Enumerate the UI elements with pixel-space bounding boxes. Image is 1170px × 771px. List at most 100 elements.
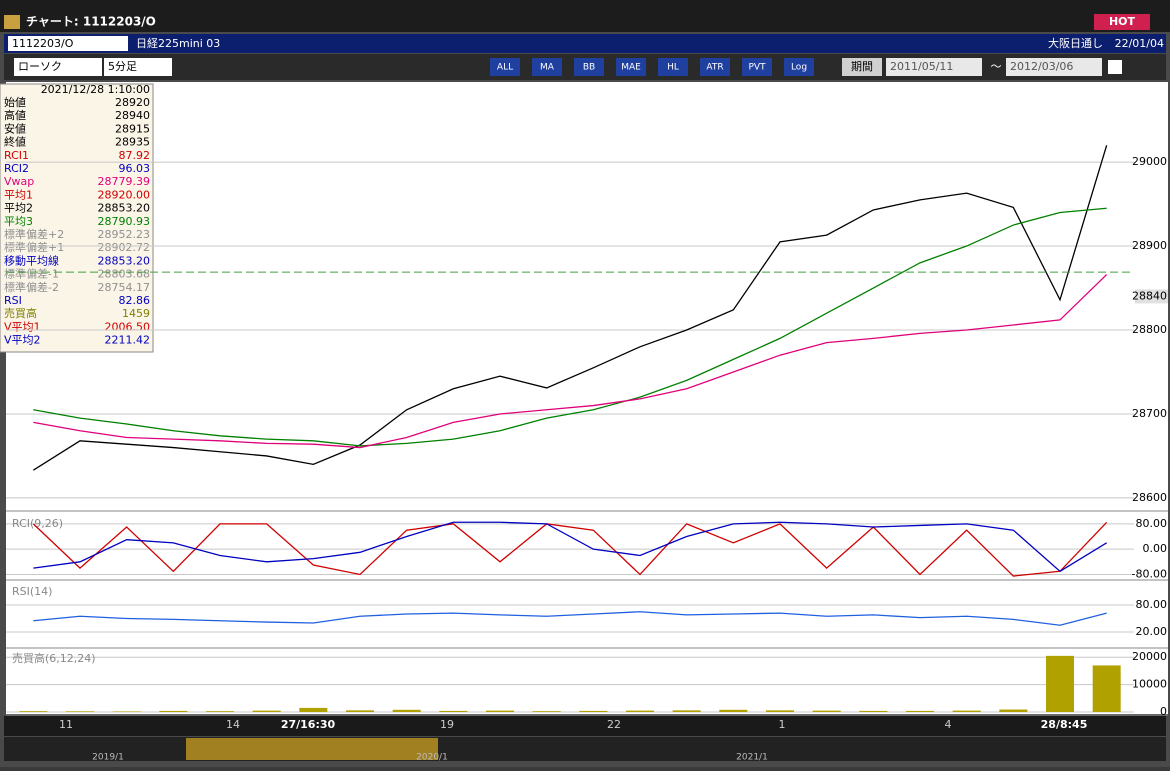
info-value: 87.92 — [119, 149, 151, 162]
interval-select[interactable] — [104, 58, 172, 76]
y-tick-label: 28800 — [1132, 323, 1167, 336]
y-tick-label: 28700 — [1132, 407, 1167, 420]
tool-label[interactable]: HL — [667, 63, 679, 73]
tool-label[interactable]: ALL — [497, 63, 513, 73]
tool-button[interactable] — [784, 58, 814, 76]
volume-bar — [486, 710, 514, 712]
volume-bar — [952, 710, 981, 712]
info-label: 平均1 — [4, 188, 33, 201]
info-datetime: 2021/12/28 1:10:00 — [41, 83, 150, 96]
series-line — [33, 521, 1108, 573]
tool-button[interactable] — [532, 58, 562, 76]
chart-type[interactable]: ローソク — [18, 60, 62, 73]
info-label: RSI — [4, 294, 22, 307]
volume-bar — [252, 710, 281, 712]
volume-bar — [579, 710, 608, 712]
volume-bar — [999, 709, 1028, 712]
volume-bar — [812, 710, 841, 712]
volume-bar — [112, 711, 141, 712]
x-tick-label: 14 — [226, 718, 240, 731]
info-panel — [0, 83, 154, 353]
from-field[interactable] — [886, 58, 982, 76]
volume-bar — [626, 710, 654, 712]
series-line — [33, 207, 1107, 447]
tool-label[interactable]: ATR — [706, 63, 723, 73]
info-label: 安値 — [4, 121, 26, 135]
volume-bar — [719, 709, 748, 712]
volume-bar — [66, 711, 94, 712]
y-tick-label: 28900 — [1132, 239, 1167, 252]
tool-button[interactable] — [616, 58, 646, 76]
info-label: 標準偏差-1 — [4, 267, 59, 281]
info-label: 標準偏差+2 — [4, 227, 64, 241]
code-field[interactable] — [8, 36, 128, 51]
y-tick-label: -80.00 — [1132, 567, 1167, 580]
scroll-label: 2021/1 — [736, 753, 768, 763]
session: 大阪日通し — [1048, 36, 1103, 50]
x-axis-bar — [4, 716, 1166, 736]
series-line — [32, 521, 1108, 577]
x-tick-label: 22 — [607, 718, 621, 731]
code[interactable]: 1112203/O — [12, 37, 74, 50]
info-label: V平均2 — [4, 334, 41, 347]
info-value: 28853.20 — [98, 254, 151, 267]
info-label: 始値 — [4, 95, 26, 109]
tool-label[interactable]: MA — [540, 63, 555, 73]
tool-label[interactable]: PVT — [748, 63, 766, 73]
series-line — [32, 145, 1108, 471]
interval[interactable]: 5分足 — [108, 60, 137, 73]
volume-bar — [299, 707, 328, 712]
volume-bar — [766, 710, 794, 712]
x-tick-label: 28/8:45 — [1041, 718, 1088, 731]
info-value: 82.86 — [119, 294, 151, 307]
volume-bar — [672, 710, 701, 712]
volume-bar — [532, 711, 561, 712]
volume-bar — [1046, 655, 1074, 712]
tool-label[interactable]: MAE — [621, 63, 641, 73]
symbol-name: 日経225mini 03 — [136, 37, 220, 50]
scroll-label: 2019/1 — [92, 753, 124, 763]
tool-button[interactable] — [574, 58, 604, 76]
period[interactable]: 期間 — [851, 60, 873, 73]
info-label: 売買高 — [4, 306, 37, 320]
to-date[interactable]: 2012/03/06 — [1010, 60, 1073, 73]
tool-button[interactable] — [658, 58, 688, 76]
tool-label[interactable]: BB — [583, 63, 595, 73]
scroll-thumb[interactable] — [186, 738, 438, 760]
tool-button[interactable] — [742, 58, 772, 76]
title-bar — [0, 0, 1170, 32]
tool-button[interactable] — [490, 58, 520, 76]
tool-button[interactable] — [700, 58, 730, 76]
volume-bar — [392, 709, 421, 712]
info-value: 28902.72 — [98, 241, 151, 254]
info-value: 1459 — [122, 307, 150, 320]
chart-type-select[interactable] — [14, 58, 102, 76]
volume-bar — [439, 710, 468, 712]
info-label: 標準偏差-2 — [4, 280, 59, 294]
info-value: 28920 — [115, 96, 150, 109]
y-tick-label: 20000 — [1132, 650, 1167, 663]
hot-label[interactable]: HOT — [1109, 15, 1136, 28]
info-value: 28952.23 — [98, 228, 151, 241]
volume-bar — [859, 710, 888, 712]
hot-button[interactable] — [1094, 14, 1150, 30]
y-tick-label: 0 — [1160, 705, 1167, 718]
y-tick-label: 0.00 — [1143, 542, 1168, 555]
scrollbar[interactable] — [4, 737, 1166, 761]
panel-title: 売買高(6,12,24) — [12, 651, 96, 665]
tool-label[interactable]: Log — [791, 63, 807, 73]
volume-bar — [159, 710, 188, 712]
window-title: チャート: 1112203/O — [26, 15, 156, 29]
info-value: 28853.20 — [98, 202, 151, 215]
info-value: 28915 — [115, 122, 150, 135]
from-date[interactable]: 2011/05/11 — [890, 60, 953, 73]
checkbox[interactable] — [1108, 60, 1122, 74]
period-button[interactable] — [842, 58, 882, 76]
panel-title: RCI(9,26) — [12, 517, 63, 530]
info-value: 2211.42 — [105, 334, 151, 347]
x-tick-label: 27/16:30 — [281, 718, 336, 731]
to-field[interactable] — [1006, 58, 1102, 76]
volume-bar — [346, 710, 374, 712]
info-value: 28754.17 — [98, 281, 151, 294]
plot-area — [6, 82, 1134, 714]
